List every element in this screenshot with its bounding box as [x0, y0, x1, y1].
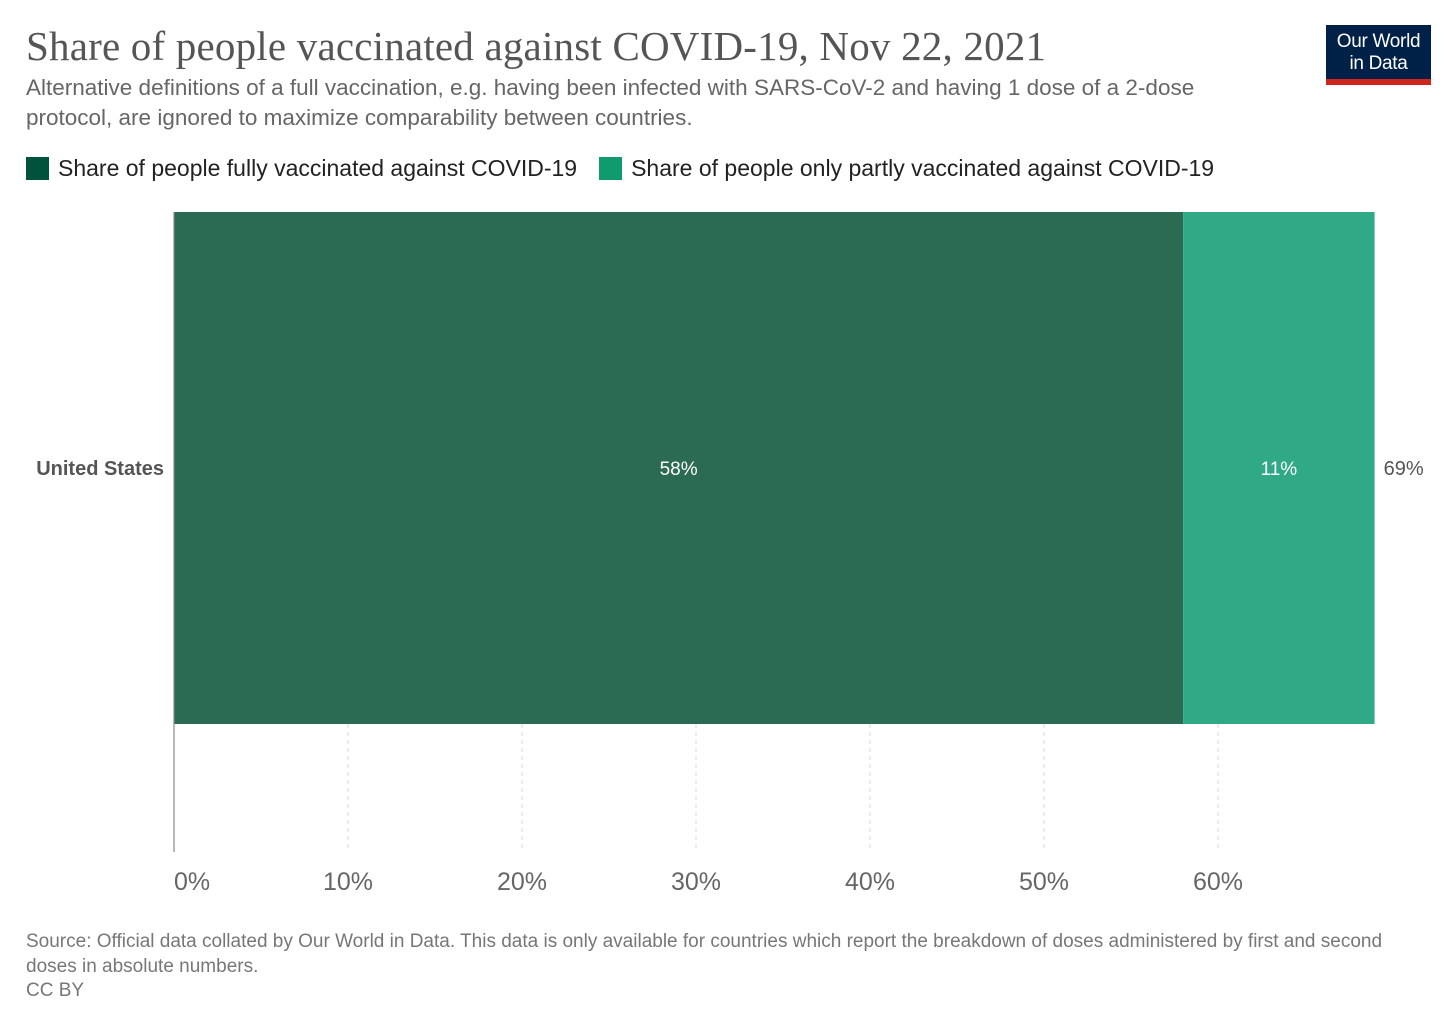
bar-fully-vaccinated: [174, 212, 1184, 724]
x-tick-label-40: 40%: [845, 868, 895, 896]
x-tick-label-30: 30%: [671, 868, 721, 896]
source-note: Source: Official data collated by Our Wo…: [26, 931, 1383, 977]
legend-swatch-fully: [26, 157, 49, 180]
owid-logo[interactable]: Our World in Data: [1326, 25, 1431, 85]
x-tick-label-20: 20%: [497, 868, 547, 896]
logo-line-1: Our World: [1336, 31, 1421, 52]
x-tick-label-10: 10%: [323, 868, 373, 896]
total-label: 69%: [1384, 458, 1424, 480]
legend: Share of people fully vaccinated against…: [26, 155, 1236, 182]
logo-line-2: in Data: [1349, 53, 1408, 74]
chart-subtitle: Alternative definitions of a full vaccin…: [26, 75, 1195, 130]
legend-swatch-partly: [599, 157, 623, 180]
x-tick-label-60: 60%: [1193, 868, 1243, 896]
legend-label-partly: Share of people only partly vaccinated a…: [631, 155, 1215, 181]
x-tick-label-0: 0%: [174, 868, 210, 896]
x-tick-label-50: 50%: [1019, 868, 1069, 896]
category-label: United States: [36, 458, 164, 480]
legend-item-partly[interactable]: Share of people only partly vaccinated a…: [599, 155, 1214, 182]
license-note: CC BY: [26, 980, 85, 1001]
bar-partly-vaccinated: [1183, 212, 1375, 724]
legend-item-fully[interactable]: Share of people fully vaccinated against…: [26, 155, 577, 182]
bar-label-fully: 58%: [660, 459, 698, 480]
bar-label-partly: 11%: [1261, 459, 1298, 480]
legend-label-fully: Share of people fully vaccinated against…: [58, 155, 578, 181]
chart-title: Share of people vaccinated against COVID…: [26, 23, 1047, 69]
